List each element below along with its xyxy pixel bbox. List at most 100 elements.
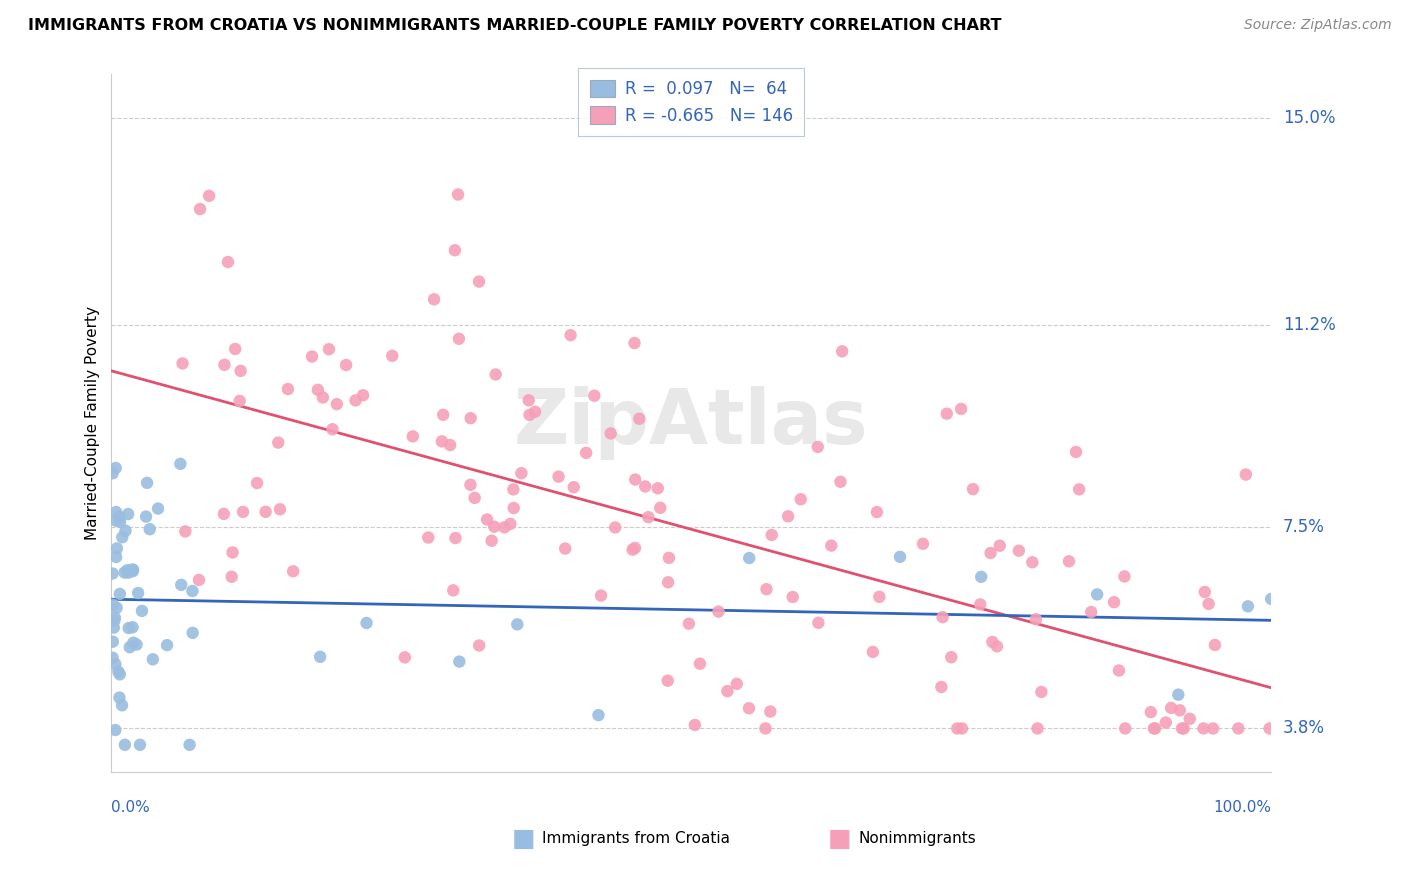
Point [146,501,169,516]
Point [232,505,254,519]
Point [423,293,446,307]
Point [475,512,498,526]
Point [481,533,503,548]
Point [807,440,830,454]
Point [499,516,522,531]
Point [121,564,143,578]
Point [502,501,524,516]
Point [1114,569,1136,583]
Point [1031,685,1053,699]
Point [866,505,889,519]
Point [599,426,621,441]
Point [444,244,467,258]
Point [862,645,884,659]
Point [108,587,131,601]
Point [117,566,139,580]
Point [169,457,191,471]
Point [1154,715,1177,730]
Point [623,336,645,351]
Point [217,255,239,269]
Point [911,537,934,551]
Point [1067,483,1090,497]
Point [125,638,148,652]
Point [1160,701,1182,715]
Point [229,364,252,378]
Point [517,393,540,408]
Point [868,590,890,604]
Point [114,524,136,538]
Point [1025,612,1047,626]
Text: IMMIGRANTS FROM CROATIA VS NONIMMIGRANTS MARRIED-COUPLE FAMILY POVERTY CORRELATI: IMMIGRANTS FROM CROATIA VS NONIMMIGRANTS… [28,18,1001,33]
Point [309,649,332,664]
Point [621,542,644,557]
Point [650,500,672,515]
Text: 0.0%: 0.0% [111,800,150,815]
Point [188,202,211,216]
Point [1192,722,1215,736]
Point [485,368,508,382]
Point [122,636,145,650]
Point [277,382,299,396]
Point [221,545,243,559]
Point [326,397,349,411]
Point [1057,554,1080,568]
Point [108,667,131,681]
Point [484,519,506,533]
Point [138,522,160,536]
Point [1260,591,1282,606]
Point [986,640,1008,654]
Point [962,482,984,496]
Point [506,617,529,632]
Point [101,467,124,481]
Point [657,575,679,590]
Point [179,738,201,752]
Point [624,541,647,555]
Point [1237,599,1260,614]
Text: 3.8%: 3.8% [1282,720,1324,738]
Point [547,469,569,483]
Point [108,515,131,529]
Point [105,549,128,564]
Text: 11.2%: 11.2% [1282,316,1336,334]
Point [657,673,679,688]
Point [101,598,124,612]
Text: Nonimmigrants: Nonimmigrants [858,831,976,846]
Point [105,541,128,556]
Point [447,332,470,346]
Point [589,589,612,603]
Point [889,549,911,564]
Point [988,539,1011,553]
Point [118,640,141,655]
Point [689,657,711,671]
Point [683,718,706,732]
Point [707,605,730,619]
Point [104,657,127,672]
Point [1202,722,1225,736]
Text: 7.5%: 7.5% [1282,517,1324,535]
Point [738,701,761,715]
Point [1194,585,1216,599]
Point [931,680,953,694]
Text: 15.0%: 15.0% [1282,109,1336,127]
Point [121,620,143,634]
Text: ZipAtlas: ZipAtlas [515,386,869,460]
Legend: R =  0.097   N=  64, R = -0.665   N= 146: R = 0.097 N= 64, R = -0.665 N= 146 [578,69,804,136]
Point [104,461,127,475]
Point [588,708,610,723]
Point [381,349,404,363]
Point [214,358,236,372]
Point [267,435,290,450]
Point [352,388,374,402]
Point [1168,703,1191,717]
Point [121,563,143,577]
Point [101,634,124,648]
Point [1178,712,1201,726]
Point [941,650,963,665]
Point [628,411,651,425]
Text: Source: ZipAtlas.com: Source: ZipAtlas.com [1244,18,1392,32]
Point [307,383,329,397]
Point [1026,722,1049,736]
Point [1114,722,1136,736]
Point [1198,597,1220,611]
Point [778,509,800,524]
